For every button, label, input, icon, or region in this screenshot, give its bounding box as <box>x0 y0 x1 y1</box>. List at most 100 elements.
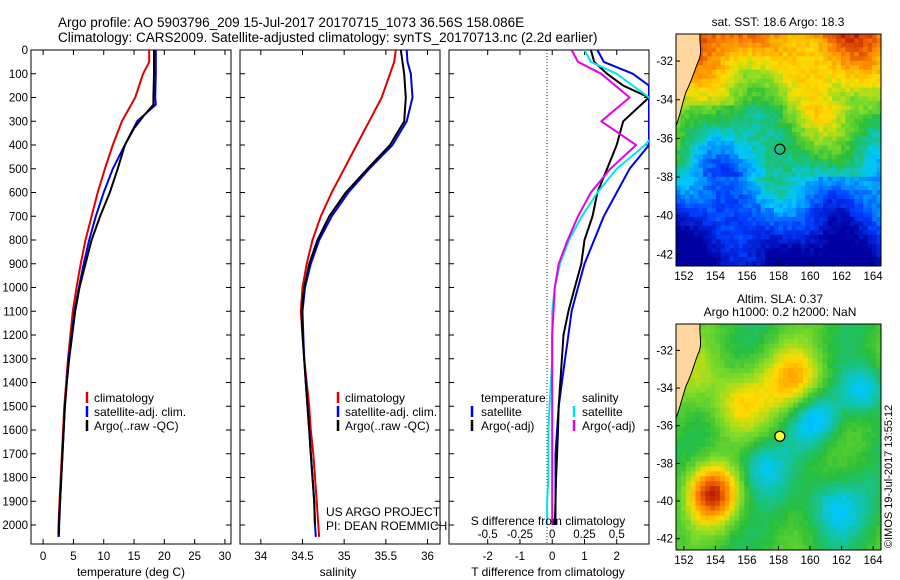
sla-cell <box>690 500 697 507</box>
sla-cell <box>768 491 775 497</box>
sst-cell <box>800 51 806 57</box>
sst-cell <box>823 225 829 231</box>
sla-cell <box>758 476 765 482</box>
sla-cell <box>807 441 814 448</box>
sst-cell <box>814 78 820 84</box>
sst-cell <box>845 100 851 106</box>
sla-cell <box>710 353 716 359</box>
sst-cell <box>823 172 829 178</box>
sst-cell <box>738 194 744 200</box>
sst-cell <box>858 154 864 160</box>
sla-cell <box>739 412 745 418</box>
sst-cell <box>778 239 784 245</box>
sst-cell <box>738 234 744 240</box>
sst-cell <box>684 136 690 142</box>
sst-cell <box>827 136 833 142</box>
sst-cell <box>689 92 695 98</box>
sla-cell <box>754 437 760 443</box>
sla-cell <box>861 505 867 512</box>
sst-cell <box>809 96 815 102</box>
sst-cell <box>774 87 780 93</box>
sst-cell <box>814 208 820 214</box>
sst-cell <box>845 172 851 178</box>
sla-cell <box>680 432 687 438</box>
sst-cell <box>858 92 864 98</box>
sla-cell <box>724 505 731 512</box>
sla-cell <box>724 451 731 458</box>
sst-cell <box>760 225 766 231</box>
sst-cell <box>854 105 860 111</box>
sst-cell <box>787 105 793 111</box>
sla-cell <box>719 476 726 482</box>
sst-cell <box>840 34 846 40</box>
sst-cell <box>867 42 873 48</box>
sst-cell <box>867 96 873 102</box>
sla-cell <box>856 476 863 482</box>
s-tick-label: 0.25 <box>573 529 595 541</box>
sst-cell <box>867 243 873 249</box>
sst-cell <box>858 141 864 147</box>
sla-cell <box>866 525 872 531</box>
sla-cell <box>768 500 775 507</box>
sst-cell <box>796 87 802 93</box>
sst-cell <box>845 96 851 102</box>
sst-cell <box>769 127 775 133</box>
sla-cell <box>851 412 858 418</box>
sst-cell <box>818 141 824 147</box>
sst-cell <box>840 248 846 254</box>
sst-cell <box>698 114 704 120</box>
sst-cell <box>684 203 690 209</box>
sla-cell <box>783 461 789 468</box>
sla-cell <box>773 471 780 477</box>
sla-cell <box>832 525 838 531</box>
sst-cell <box>849 154 855 160</box>
sst-cell <box>756 225 762 231</box>
sst-cell <box>720 74 726 80</box>
sla-cell <box>729 515 736 522</box>
sla-cell <box>788 353 794 359</box>
sla-cell <box>690 368 697 374</box>
sla-cell <box>729 446 736 453</box>
sst-cell <box>805 42 811 48</box>
sst-cell <box>858 47 864 53</box>
sla-cell <box>807 338 814 345</box>
sst-cell <box>845 163 851 169</box>
sst-cell <box>809 92 815 98</box>
sst-cell <box>863 74 869 80</box>
sst-cell <box>845 176 851 182</box>
sla-cell <box>739 500 745 507</box>
sst-cell <box>831 118 838 124</box>
sla-cell <box>773 427 780 433</box>
sla-cell <box>856 437 863 443</box>
sst-cell <box>716 145 722 151</box>
sla-cell <box>778 486 784 492</box>
sst-cell <box>796 257 802 263</box>
sla-cell <box>876 515 881 522</box>
sst-cell <box>702 185 708 191</box>
sst-cell <box>814 38 820 44</box>
sst-cell <box>720 216 726 222</box>
sla-cell <box>744 491 750 497</box>
sla-cell <box>861 328 867 335</box>
sla-cell <box>729 407 736 414</box>
sla-cell <box>841 417 848 423</box>
sla-cell <box>817 378 824 384</box>
sst-cell <box>867 65 873 71</box>
sst-cell <box>836 257 842 263</box>
sla-cell <box>822 525 828 531</box>
sla-cell <box>827 535 833 541</box>
sst-cell <box>809 141 815 147</box>
sst-cell <box>858 114 864 120</box>
sla-cell <box>705 515 711 522</box>
sst-cell <box>809 87 815 93</box>
sla-cell <box>729 343 736 350</box>
sst-cell <box>809 163 815 169</box>
sla-cell <box>758 353 765 359</box>
lon-tick-label: 160 <box>800 555 819 567</box>
sla-cell <box>749 486 755 492</box>
sla-cell <box>788 378 794 384</box>
sla-cell <box>773 441 780 448</box>
sla-cell <box>851 446 858 453</box>
sla-cell <box>744 505 750 512</box>
s-tick-label: -0.5 <box>478 529 498 541</box>
